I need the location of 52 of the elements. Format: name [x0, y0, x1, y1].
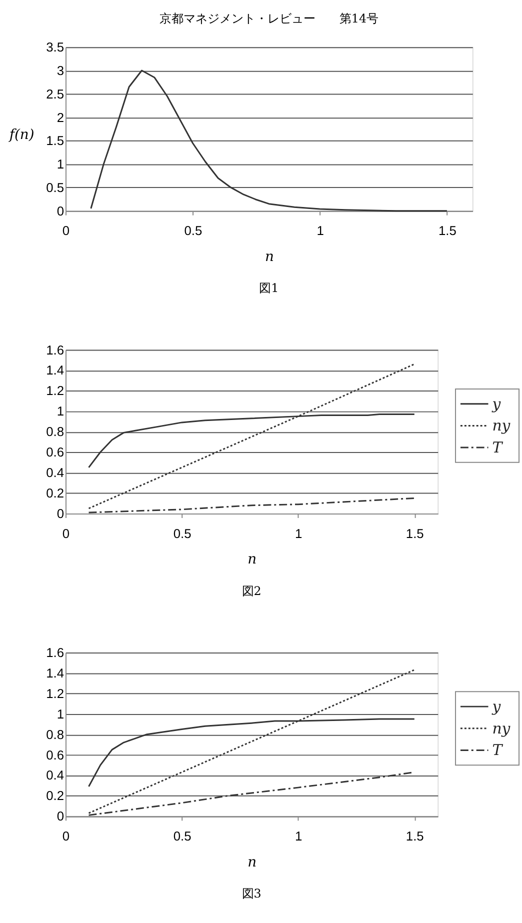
- x-tick-label: 1: [295, 828, 302, 844]
- y-tick-label: 1: [56, 404, 64, 419]
- legend-label: ny: [492, 416, 511, 435]
- y-tick-label: 0.2: [46, 788, 64, 804]
- x-axis-title: n: [248, 854, 257, 870]
- x-axis-title: n: [248, 552, 257, 568]
- x-axis-title: n: [264, 248, 274, 265]
- x-tick-label: 0.5: [184, 223, 202, 238]
- y-tick-label: 1.2: [46, 383, 64, 398]
- y-tick-label: 1.4: [46, 362, 64, 378]
- legend-label: T: [492, 741, 504, 760]
- legend-label: ny: [492, 719, 511, 738]
- x-tick-label: 1.5: [406, 828, 424, 844]
- legend-label: y: [491, 394, 502, 413]
- y-tick-label: 0.4: [46, 465, 64, 480]
- y-tick-label: 0.8: [46, 726, 64, 742]
- y-tick-label: 1.4: [46, 665, 64, 680]
- y-tick-label: 0: [56, 808, 64, 824]
- legend-label: T: [492, 438, 504, 457]
- y-tick-label: 0: [56, 506, 64, 521]
- caption: 図3: [242, 886, 262, 901]
- y-tick-label: 0.5: [46, 180, 64, 195]
- y-tick-label: 2.5: [46, 86, 64, 102]
- y-tick-label: 0.2: [46, 486, 64, 501]
- x-tick-label: 0.5: [173, 828, 192, 844]
- y-tick-label: 1.2: [46, 686, 64, 701]
- y-tick-label: 0: [56, 203, 64, 218]
- y-tick-label: 2: [56, 110, 64, 125]
- y-tick-label: 3.5: [46, 40, 64, 55]
- y-tick-label: 1.6: [46, 342, 64, 358]
- y-tick-label: 1: [56, 156, 64, 172]
- legend-label: y: [491, 698, 502, 716]
- x-tick-label: 0.5: [173, 526, 192, 541]
- line-series: [90, 70, 448, 212]
- x-tick-label: 1.5: [406, 526, 424, 541]
- y-tick-label: 1.5: [46, 133, 64, 148]
- y-axis-title: f(n): [8, 126, 34, 143]
- caption: 図1: [259, 281, 279, 296]
- line-series: [88, 363, 416, 510]
- y-tick-label: 1: [56, 706, 64, 722]
- y-tick-label: 0.6: [46, 444, 64, 460]
- line-series: [88, 497, 416, 514]
- x-tick-label: 1.5: [438, 223, 456, 238]
- y-tick-label: 1.6: [46, 644, 64, 660]
- caption: 図2: [242, 584, 262, 598]
- y-tick-label: 3: [56, 62, 64, 78]
- y-tick-label: 0.8: [46, 424, 64, 440]
- chart-title: 京都マネジメント・レビュー 第14号: [159, 11, 379, 26]
- x-tick-label: 1: [316, 223, 324, 238]
- x-tick-label: 1: [295, 526, 302, 541]
- y-tick-label: 0.4: [46, 768, 64, 783]
- y-tick-label: 0.6: [46, 747, 64, 762]
